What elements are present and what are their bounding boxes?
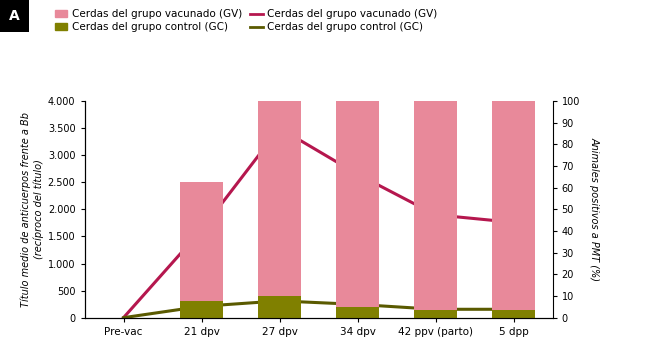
Text: *: * bbox=[199, 217, 204, 227]
Y-axis label: Título medio de anticuerpos frente a Bb
(recíproco del título): Título medio de anticuerpos frente a Bb … bbox=[21, 112, 44, 307]
Text: *: * bbox=[277, 115, 282, 125]
Y-axis label: Animales positivos a PMT (%): Animales positivos a PMT (%) bbox=[590, 138, 599, 281]
Text: A: A bbox=[9, 9, 20, 23]
Bar bbox=[180, 301, 223, 318]
Bar bbox=[492, 101, 535, 318]
Bar bbox=[336, 307, 379, 318]
Text: *: * bbox=[355, 161, 360, 171]
Bar bbox=[414, 101, 457, 318]
Legend: Cerdas del grupo vacunado (GV), Cerdas del grupo control (GC), Cerdas del grupo : Cerdas del grupo vacunado (GV), Cerdas d… bbox=[51, 5, 441, 37]
Text: *: * bbox=[511, 209, 516, 219]
Bar bbox=[258, 296, 301, 318]
Text: *: * bbox=[433, 202, 438, 212]
Bar bbox=[492, 309, 535, 318]
Bar bbox=[414, 309, 457, 318]
Bar bbox=[180, 182, 223, 318]
Bar bbox=[258, 101, 301, 318]
Bar bbox=[336, 101, 379, 318]
